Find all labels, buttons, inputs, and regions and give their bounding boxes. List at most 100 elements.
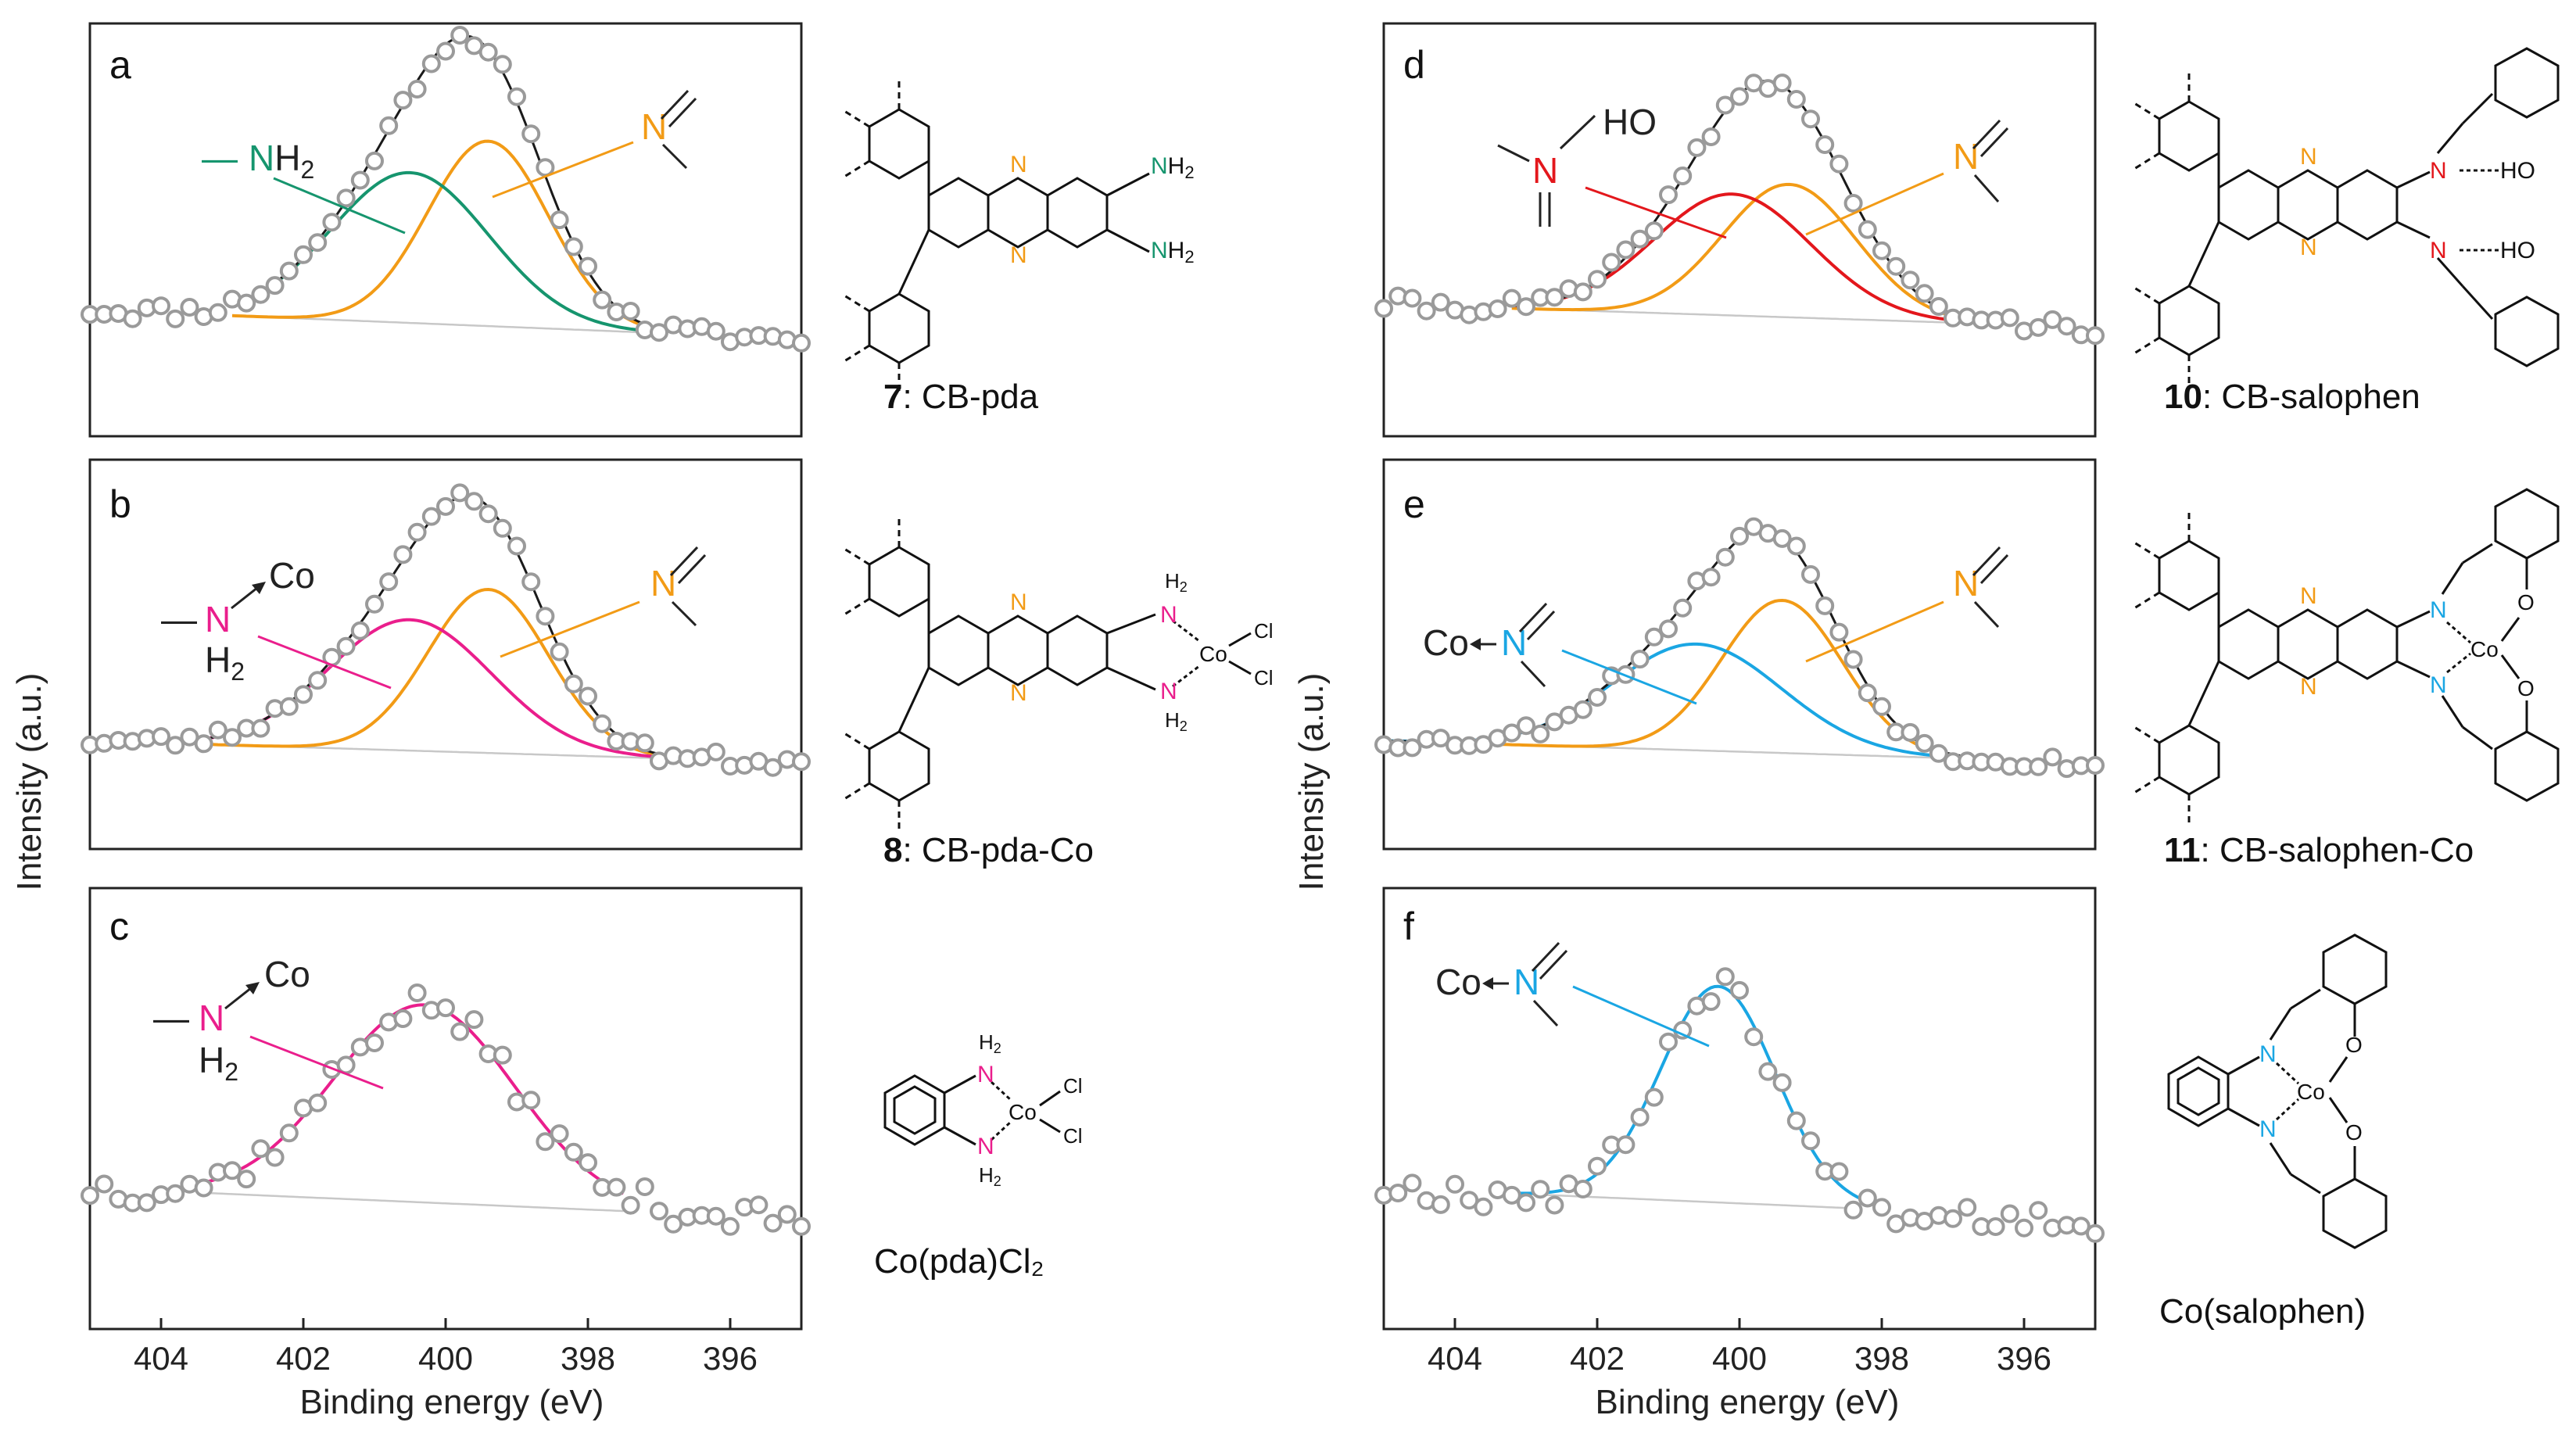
x-tick-label-f-398: 398 (1854, 1340, 1909, 1377)
struct8-n-top: N (1010, 589, 1027, 615)
panel-d-data-point (1659, 185, 1678, 205)
panel-c-data-point (251, 1139, 270, 1159)
struct12-o-top: O (2345, 1033, 2363, 1057)
panel-c-data-point (407, 983, 427, 1002)
struct7-nh2-top: NH2 (1151, 153, 1195, 182)
struct10-caption: 10: CB-salophen (2164, 378, 2420, 416)
panel-e-data-point (1630, 650, 1650, 669)
annot-f-co-imine-leader (1572, 985, 1710, 1048)
panel-c-data-point (237, 1170, 256, 1189)
panel-c-data-point (536, 1132, 555, 1152)
struct7-name: : CB-pda (902, 378, 1038, 416)
annot-a-nh2-h: H (274, 138, 300, 178)
panel-a-data-point (393, 91, 413, 110)
panel-d-data-point (1872, 241, 1891, 260)
panel-f-data-point (1588, 1156, 1607, 1176)
panel-b-data-point (464, 492, 484, 511)
panel-a-data-point (294, 245, 313, 264)
x-axis-label-right: Binding energy (eV) (1596, 1383, 1900, 1421)
panel-b-plot (81, 458, 811, 851)
struct9-caption: Co(pda)Cl₂ (874, 1242, 1044, 1281)
annot-b-co: Co (269, 555, 315, 596)
struct10-number: 10 (2164, 378, 2202, 416)
panel-a-data-point (550, 210, 569, 230)
panel-b-data-point (706, 742, 726, 761)
panel-b-data-point (763, 758, 783, 777)
panel-f-data-point (1872, 1198, 1891, 1217)
panel-c-data-point (436, 998, 455, 1018)
panel-a-data-point (536, 158, 555, 177)
panel-d-plot (1374, 22, 2105, 438)
panel-f-data-point (1958, 1198, 1977, 1217)
panel-e-data-point (1901, 722, 1920, 742)
panel-c-data-point (621, 1195, 640, 1215)
panel-a-data-point (564, 237, 583, 256)
panel-a-data-point (322, 213, 342, 232)
panel-c-data-point (777, 1205, 797, 1224)
panel-b-data-point (152, 727, 170, 747)
panel-f-data-point (1715, 967, 1735, 987)
struct9-h2-top-sub: 2 (994, 1041, 1001, 1056)
panel-c-baseline (196, 1191, 624, 1213)
panel-f-data-point (2015, 1218, 2033, 1238)
annot-e-co-imine-leader (1561, 649, 1697, 705)
panel-c-data-point (265, 1148, 285, 1167)
struct7-nh2-bottom-n: N (1151, 238, 1168, 263)
annot-d-n: N (1532, 150, 1558, 191)
panel-c-data-point (279, 1123, 299, 1143)
panel-f-data-point (1630, 1108, 1650, 1127)
panel-f-letter: f (1403, 905, 1414, 948)
panel-a-data-point (792, 333, 811, 353)
panel-a-data-point (621, 302, 640, 321)
panel-d-data-point (1517, 297, 1535, 317)
panel-d-data-point (1829, 154, 1849, 174)
struct8-h2-top: H2 (1165, 569, 1188, 595)
structure-cb-salophen (2134, 47, 2560, 383)
panel-a-data-point (166, 309, 185, 328)
panel-e-data-point (2043, 747, 2062, 767)
struct8-cl-bottom: Cl (1254, 666, 1274, 690)
panel-a-data-point (365, 151, 384, 170)
panel-f-data-point (2000, 1204, 2019, 1223)
panel-f-data-point (1446, 1174, 1464, 1194)
struct8-caption: 8: CB-pda-Co (883, 831, 1094, 869)
panel-f-baseline (1504, 1191, 1861, 1210)
panel-b-data-point (350, 621, 370, 640)
struct10-ho-bottom-h: H (2500, 238, 2517, 263)
panel-d-frame (1382, 22, 2097, 438)
panel-f-plot: 404 402 400 398 396 (1374, 887, 2105, 1377)
panel-f-data-point (1829, 1162, 1849, 1181)
struct11-co: Co (2470, 637, 2499, 661)
panel-f-data-point (1858, 1188, 1877, 1208)
struct9-cl-top: Cl (1063, 1074, 1083, 1098)
struct11-caption: 11: CB-salophen-Co (2164, 831, 2474, 869)
panel-e-data-point (1730, 526, 1749, 546)
annot-a-nh2: NH2 (249, 138, 314, 184)
x-tick-label-f-400: 400 (1712, 1340, 1767, 1377)
panel-e-data-point (1929, 743, 1948, 763)
panel-a-data-point (478, 42, 498, 62)
panel-a-data-point (379, 116, 399, 135)
panel-d-data-point (1858, 220, 1877, 239)
annot-e-imine-leader (1805, 600, 1944, 663)
x-tick-label-c-402: 402 (276, 1340, 331, 1377)
panel-e-data-point (1772, 528, 1792, 548)
panel-f-data-point (1502, 1185, 1521, 1205)
x-tick-label-f-396: 396 (1997, 1340, 2051, 1377)
panel-b-data-point (521, 572, 541, 592)
panel-e-data-point (1431, 729, 1450, 748)
panel-b-data-point (564, 674, 583, 693)
panel-d-data-point (1616, 240, 1636, 260)
panel-b-data-point (279, 697, 299, 716)
panel-a-data-point (279, 261, 299, 281)
panel-f-data-point (1573, 1180, 1593, 1198)
panel-b-data-point (407, 522, 427, 542)
panel-b-data-point (436, 496, 455, 516)
panel-d-data-point (1929, 297, 1948, 316)
panel-f-data-point (2029, 1201, 2048, 1220)
panel-d-data-point (1417, 301, 1436, 321)
struct10-n-bottom: N (2300, 235, 2317, 260)
struct8-n-bottom: N (1010, 680, 1027, 706)
struct10-n-top: N (2300, 144, 2317, 170)
struct7-nh2-top-sub: 2 (1184, 163, 1194, 182)
